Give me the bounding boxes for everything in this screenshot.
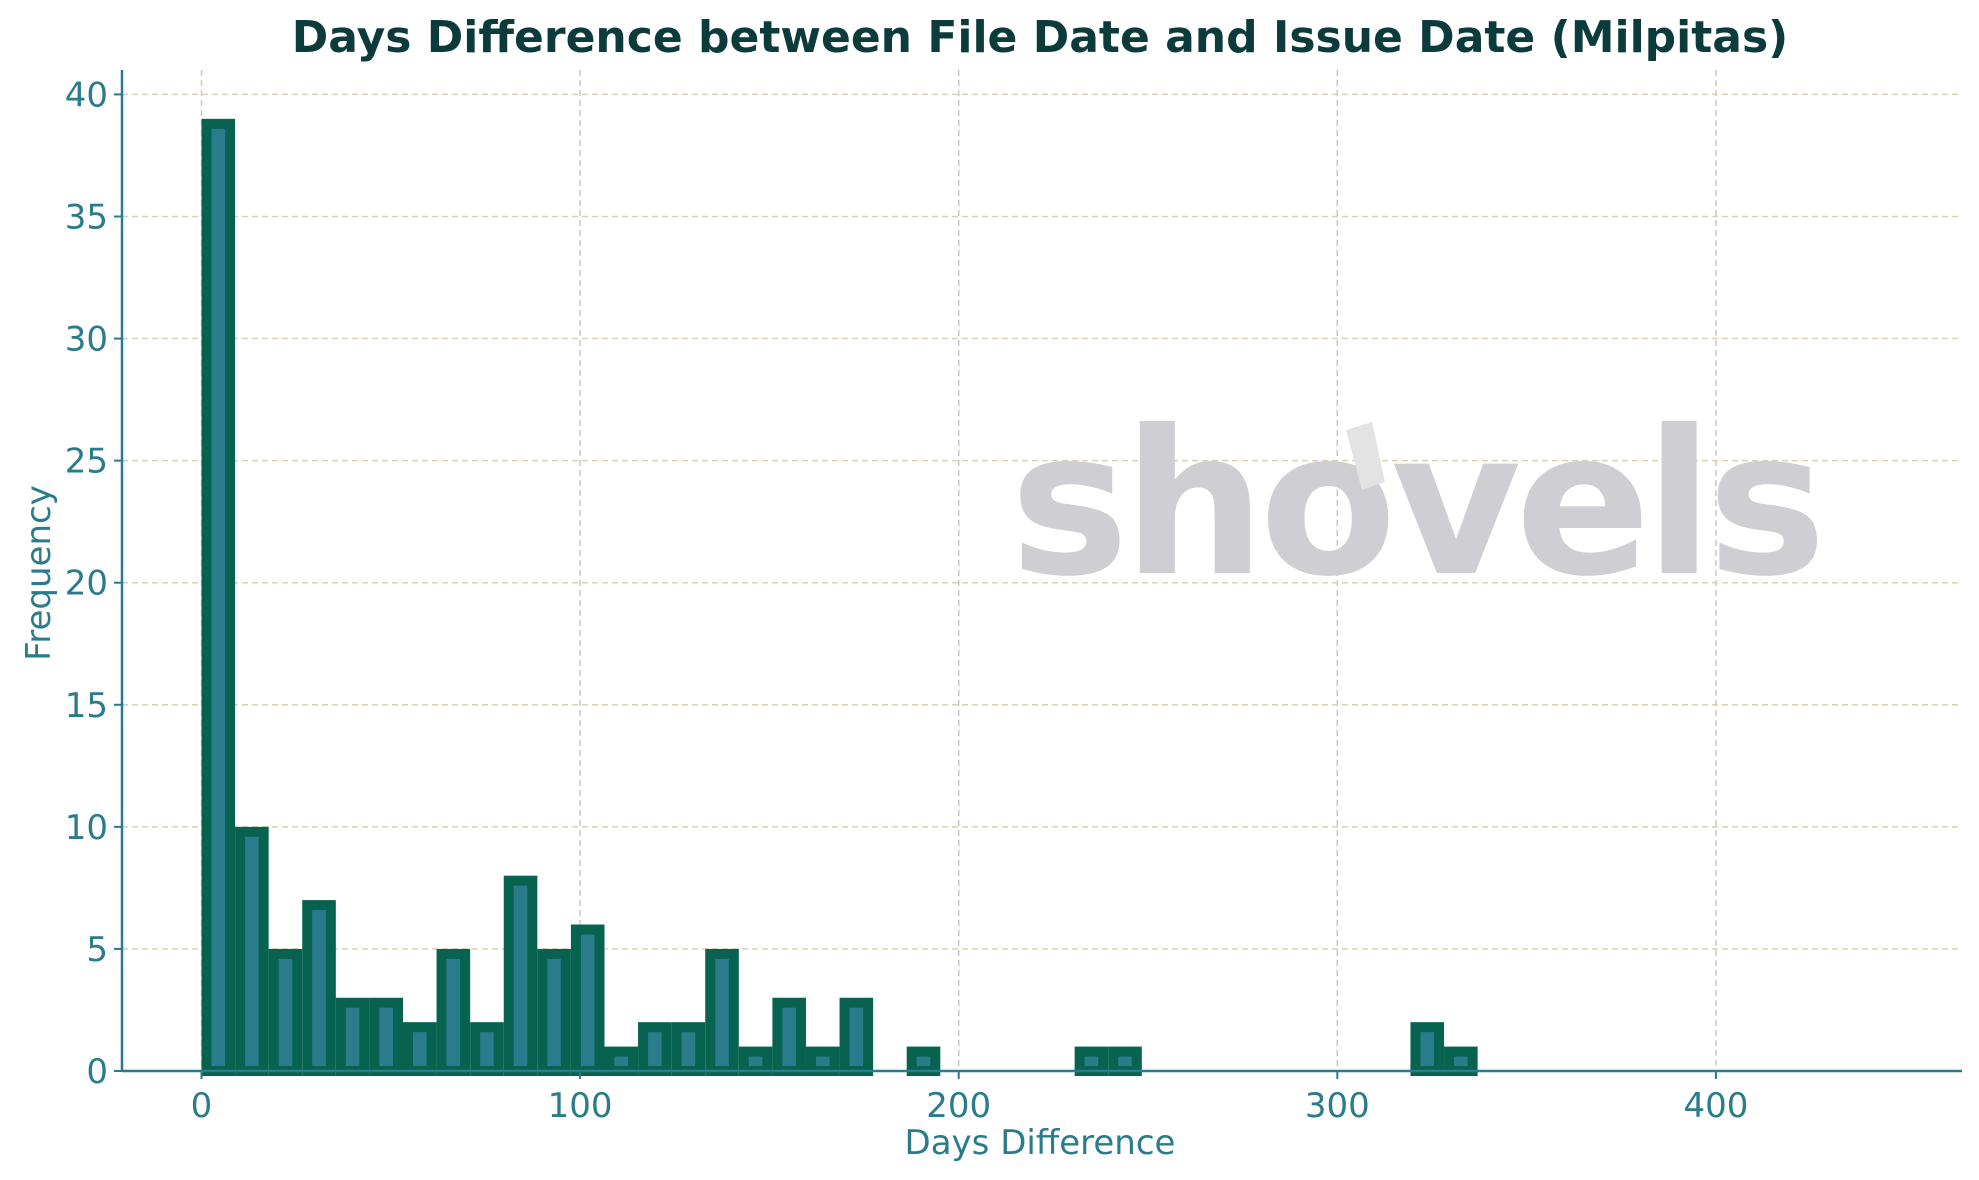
chart-title: Days Difference between File Date and Is… bbox=[292, 12, 1789, 63]
y-tick-label: 35 bbox=[65, 197, 108, 237]
histogram-bar bbox=[402, 1022, 437, 1077]
histogram-bar bbox=[772, 997, 806, 1077]
y-tick-label: 0 bbox=[86, 1052, 108, 1092]
grid-lines bbox=[122, 70, 1962, 1072]
histogram-bar bbox=[805, 1046, 840, 1076]
y-tick-label: 10 bbox=[65, 808, 108, 848]
x-axis-label: Days Difference bbox=[905, 1123, 1176, 1163]
histogram-bar bbox=[671, 1022, 706, 1077]
y-tick-label: 30 bbox=[65, 320, 108, 360]
y-tick-label: 15 bbox=[65, 686, 108, 726]
x-tick-label: 100 bbox=[548, 1086, 613, 1126]
watermark-accent-mark bbox=[1346, 422, 1385, 490]
histogram-bar bbox=[570, 924, 605, 1077]
histogram-bar bbox=[839, 997, 874, 1077]
y-tick-label: 5 bbox=[86, 930, 108, 970]
histogram-bar bbox=[268, 948, 303, 1076]
histogram-bar bbox=[537, 948, 571, 1076]
y-tick-label: 20 bbox=[65, 564, 108, 604]
histogram-bar bbox=[1074, 1046, 1109, 1076]
axes bbox=[114, 70, 1962, 1079]
histogram-bar bbox=[201, 118, 236, 1076]
y-tick-label: 25 bbox=[65, 442, 108, 482]
watermark-logo: shovels bbox=[1010, 388, 1826, 621]
x-tick-label: 400 bbox=[1683, 1086, 1748, 1126]
histogram-bar bbox=[369, 997, 403, 1077]
histogram-bar bbox=[436, 948, 471, 1076]
histogram-bar bbox=[705, 948, 739, 1076]
histogram-bar bbox=[1444, 1046, 1478, 1076]
histogram-bar bbox=[302, 900, 336, 1076]
y-axis-label: Frequency bbox=[19, 485, 59, 661]
histogram-bar bbox=[604, 1046, 639, 1076]
histogram-bar bbox=[1410, 1022, 1445, 1077]
x-tick-label: 200 bbox=[926, 1086, 991, 1126]
y-tick-label: 40 bbox=[65, 75, 108, 115]
x-tick-label: 0 bbox=[191, 1086, 213, 1126]
histogram-bar bbox=[235, 826, 269, 1076]
histogram-bar bbox=[738, 1046, 773, 1076]
histogram-bar bbox=[638, 1022, 672, 1077]
watermark-text: shovels bbox=[1010, 388, 1820, 621]
histogram-bar bbox=[335, 997, 370, 1077]
histogram-bar bbox=[503, 875, 538, 1076]
histogram-bar bbox=[906, 1046, 941, 1076]
histogram-bar bbox=[470, 1022, 504, 1077]
x-tick-label: 300 bbox=[1305, 1086, 1370, 1126]
histogram-bar bbox=[1108, 1046, 1142, 1076]
